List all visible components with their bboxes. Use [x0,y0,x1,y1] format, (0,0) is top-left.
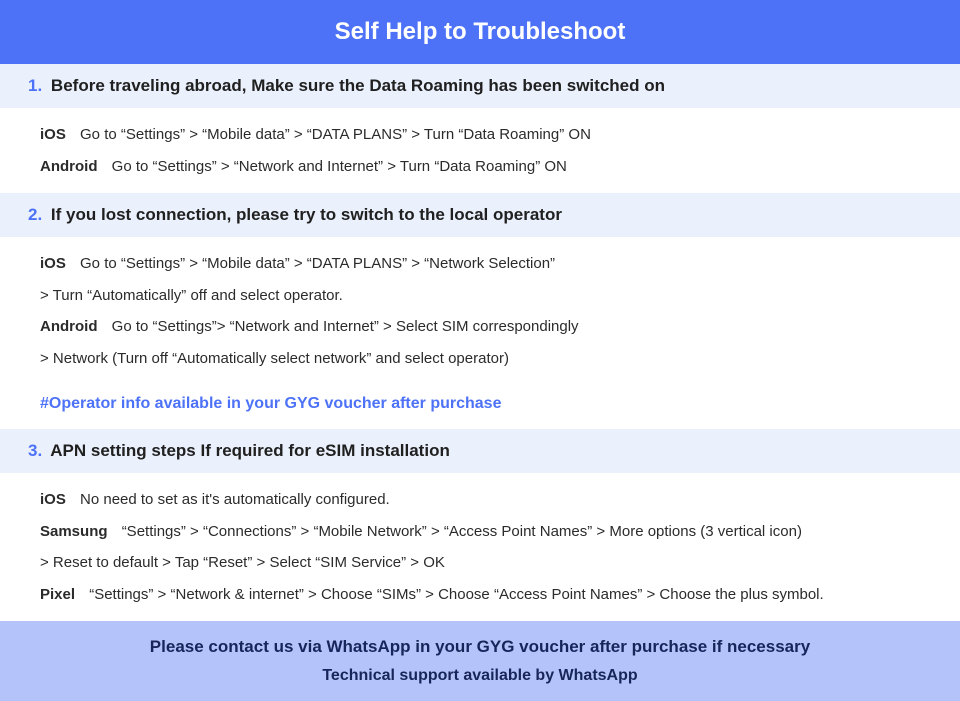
section-1-body: iOS Go to “Settings” > “Mobile data” > “… [0,108,960,193]
section-3-title: 3. APN setting steps If required for eSI… [0,429,960,473]
page-footer: Please contact us via WhatsApp in your G… [0,621,960,701]
platform-label: Pixel [40,586,75,603]
section-3-number: 3. [28,441,42,460]
instruction-row: Android Go to “Settings” > “Network and … [40,154,932,180]
instruction-text: “Settings” > “Connections” > “Mobile Net… [122,523,802,540]
instruction-row: > Turn “Automatically” off and select op… [40,283,932,309]
instruction-row: iOS Go to “Settings” > “Mobile data” > “… [40,251,932,277]
footer-line-1: Please contact us via WhatsApp in your G… [0,637,960,657]
section-2-note: #Operator info available in your GYG vou… [0,385,960,429]
section-2-title: 2. If you lost connection, please try to… [0,193,960,237]
platform-label: Samsung [40,523,108,540]
instruction-row: iOS No need to set as it's automatically… [40,487,932,513]
page-title: Self Help to Troubleshoot [335,18,626,45]
page-header: Self Help to Troubleshoot [0,0,960,64]
instruction-text: Go to “Settings”> “Network and Internet”… [112,318,579,335]
instruction-row: > Reset to default > Tap “Reset” > Selec… [40,550,932,576]
platform-label: iOS [40,255,66,272]
instruction-text: No need to set as it's automatically con… [80,491,390,508]
section-3-rest: APN setting steps If required for eSIM i… [50,441,450,460]
instruction-text: “Settings” > “Network & internet” > Choo… [89,586,823,603]
instruction-row: Android Go to “Settings”> “Network and I… [40,314,932,340]
section-3-body: iOS No need to set as it's automatically… [0,473,960,621]
instruction-row: > Network (Turn off “Automatically selec… [40,346,932,372]
instruction-text: Go to “Settings” > “Network and Internet… [112,158,567,175]
platform-label: iOS [40,126,66,143]
footer-line-2: Technical support available by WhatsApp [0,667,960,685]
instruction-text: Go to “Settings” > “Mobile data” > “DATA… [80,255,555,272]
section-1-number: 1. [28,76,42,95]
section-1-title: 1. Before traveling abroad, Make sure th… [0,64,960,108]
platform-label: iOS [40,491,66,508]
instruction-row: Samsung “Settings” > “Connections” > “Mo… [40,519,932,545]
section-1-rest: Make sure the Data Roaming has been swit… [251,76,665,95]
instruction-row: Pixel “Settings” > “Network & internet” … [40,582,932,608]
instruction-text: Go to “Settings” > “Mobile data” > “DATA… [80,126,591,143]
section-2-rest: If you lost connection, please try to sw… [51,205,562,224]
platform-label: Android [40,318,98,335]
section-2-number: 2. [28,205,42,224]
instruction-row: iOS Go to “Settings” > “Mobile data” > “… [40,122,932,148]
instruction-text: > Network (Turn off “Automatically selec… [40,350,509,367]
section-1-lead: Before traveling abroad, [51,76,247,95]
section-2-body: iOS Go to “Settings” > “Mobile data” > “… [0,237,960,385]
platform-label: Android [40,158,98,175]
instruction-text: > Reset to default > Tap “Reset” > Selec… [40,554,445,571]
instruction-text: > Turn “Automatically” off and select op… [40,287,343,304]
